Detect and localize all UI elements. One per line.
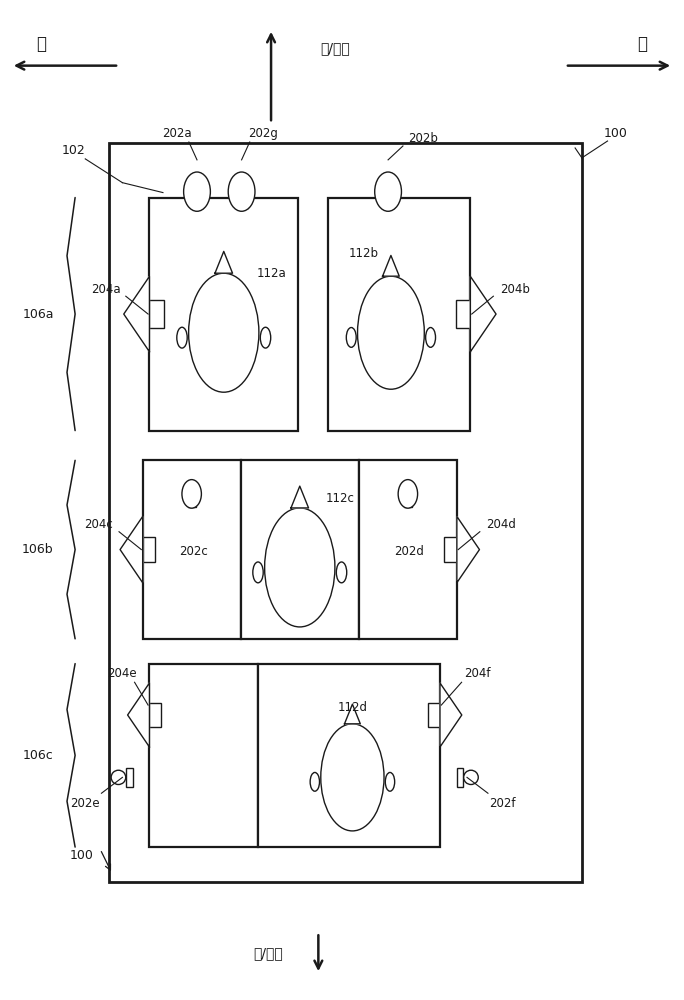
Bar [149,664,258,847]
Text: 前/向前: 前/向前 [320,41,350,55]
Polygon shape [215,251,233,273]
Ellipse shape [310,772,319,791]
Text: 204b: 204b [500,283,530,296]
Circle shape [375,172,402,211]
Text: 106b: 106b [22,543,54,556]
Ellipse shape [337,562,347,583]
Bar [235,198,248,208]
Text: 106a: 106a [22,308,54,321]
Text: 106c: 106c [23,749,53,762]
Bar [187,500,196,507]
Bar [328,198,471,431]
Text: 102: 102 [61,144,85,157]
Text: 100: 100 [70,849,94,862]
Bar [457,768,463,787]
Bar [149,300,163,328]
Ellipse shape [321,724,384,831]
Bar [258,664,440,847]
Text: 204e: 204e [107,667,137,680]
Bar [359,460,457,639]
Text: 202e: 202e [70,797,100,810]
Text: 100: 100 [604,127,628,140]
Bar [456,300,471,328]
Polygon shape [382,255,399,276]
Bar [127,768,133,787]
Bar [241,460,359,639]
Text: 左: 左 [36,35,47,53]
Text: 204a: 204a [91,283,120,296]
Polygon shape [471,276,496,352]
Text: 202b: 202b [408,132,438,145]
Text: 202g: 202g [248,127,278,140]
Circle shape [183,172,211,211]
Circle shape [228,172,255,211]
Polygon shape [457,516,479,583]
Bar [143,460,241,639]
Ellipse shape [111,770,126,785]
Text: 202c: 202c [179,545,207,558]
Ellipse shape [253,562,263,583]
Text: 112d: 112d [337,701,367,714]
Circle shape [398,480,418,508]
Ellipse shape [346,328,356,347]
Text: 112a: 112a [256,267,286,280]
Ellipse shape [189,273,259,392]
Bar [445,537,457,562]
Polygon shape [291,486,308,508]
Polygon shape [440,683,462,747]
Ellipse shape [464,770,478,785]
Text: 204d: 204d [486,518,516,531]
Bar [143,537,155,562]
Text: 202f: 202f [490,797,516,810]
Text: 204c: 204c [84,518,113,531]
Bar [404,500,412,507]
Bar [191,198,203,208]
Ellipse shape [385,772,395,791]
Text: 202a: 202a [162,127,192,140]
Polygon shape [120,516,143,583]
Text: 112b: 112b [349,247,379,260]
Bar [382,198,394,208]
Polygon shape [345,704,360,724]
Polygon shape [124,276,149,352]
Text: 204f: 204f [464,667,490,680]
Ellipse shape [176,327,187,348]
Bar [428,703,440,727]
Ellipse shape [425,328,436,347]
Polygon shape [128,683,149,747]
Text: 右: 右 [637,35,647,53]
Circle shape [182,480,201,508]
Text: 202d: 202d [394,545,424,558]
Ellipse shape [265,508,335,627]
Bar [109,143,582,882]
Text: 后/向后: 后/向后 [253,946,282,960]
Ellipse shape [261,327,271,348]
Bar [149,703,161,727]
Bar [149,198,298,431]
Ellipse shape [358,276,424,389]
Text: 112c: 112c [326,492,355,505]
